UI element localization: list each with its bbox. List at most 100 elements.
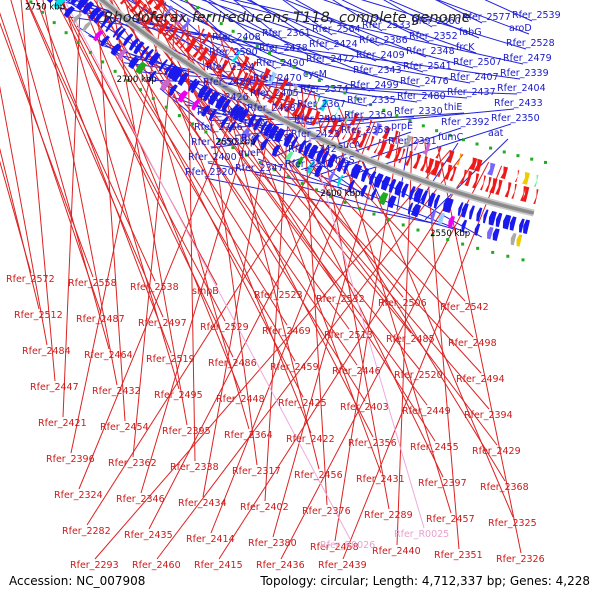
gene-feature xyxy=(303,91,312,103)
gc-tick xyxy=(408,119,412,123)
leader-line xyxy=(254,173,454,230)
gene-feature xyxy=(437,162,445,178)
gene-feature xyxy=(485,176,492,192)
gc-tick xyxy=(356,97,360,101)
gene-feature xyxy=(171,67,184,83)
gene-feature xyxy=(291,101,303,117)
gene-label: Rfer_2368 xyxy=(480,482,529,493)
topology-label: Topology: circular; Length: 4,712,337 bp… xyxy=(259,574,590,588)
gene-feature xyxy=(393,146,402,162)
leader-line xyxy=(53,0,421,88)
gene-feature xyxy=(320,150,330,165)
leader-line xyxy=(200,0,424,73)
gene-label: Rfer_2394 xyxy=(464,410,513,421)
gene-label: Rfer_2404 xyxy=(497,83,546,94)
gene-feature xyxy=(105,20,116,33)
leader-line xyxy=(153,0,436,442)
gene-feature xyxy=(313,95,321,108)
gene-label: Rfer_2456 xyxy=(294,470,343,481)
gc-tick xyxy=(435,129,439,133)
gene-label: Rfer_2317 xyxy=(232,466,281,477)
leader-line xyxy=(154,0,324,81)
gc-tick xyxy=(343,91,347,95)
gene-feature xyxy=(492,228,500,242)
gene-label: Rfer_2459 xyxy=(270,362,319,373)
gene-feature xyxy=(135,61,147,75)
gene-label: Rfer_2432 xyxy=(92,386,141,397)
gene-label: Rfer_2437 xyxy=(447,87,496,98)
gene-label: Rfer_2433 xyxy=(494,98,543,109)
gene-feature xyxy=(377,140,388,156)
gene-feature xyxy=(350,163,359,178)
scale-label: 2550 kbp xyxy=(430,229,470,239)
gene-feature xyxy=(201,31,212,44)
gene-label: sucA xyxy=(338,140,361,151)
gene-label: Rfer_2320 xyxy=(185,167,234,178)
gc-tick xyxy=(255,44,259,48)
gene-feature xyxy=(231,50,241,63)
gene-labels: Rfer_2408 Rfer_2361 Rfer_2564 Rfer_2533 Rfer… xyxy=(6,10,561,571)
gc-tick xyxy=(113,69,117,73)
gene-feature xyxy=(384,143,395,159)
leader-line xyxy=(86,110,351,526)
gene-label: Rfer_2500 xyxy=(209,47,258,58)
gene-label: Rfer_2449 xyxy=(402,406,451,417)
gc-tick xyxy=(267,51,271,55)
forward-strand-track xyxy=(67,0,530,235)
leader-line xyxy=(218,158,477,560)
gene-label: Rfer_2447 xyxy=(30,382,79,393)
leader-line xyxy=(257,158,356,195)
leader-line xyxy=(204,177,440,225)
gene-feature xyxy=(112,25,123,38)
gene-feature xyxy=(368,171,377,186)
gene-feature xyxy=(296,103,307,119)
gc-tick xyxy=(491,250,495,254)
leader-line xyxy=(198,25,258,466)
gc-tick xyxy=(476,246,480,250)
gene-label: Rfer_2421 xyxy=(38,418,87,429)
gene-feature xyxy=(514,170,520,183)
gc-tick xyxy=(40,10,44,14)
leader-line xyxy=(135,0,312,434)
gene-feature xyxy=(76,0,89,11)
gene-label: Rfer_2458 xyxy=(310,542,359,553)
gene-feature xyxy=(504,182,512,198)
gene-feature xyxy=(337,175,344,187)
gene-feature xyxy=(82,21,92,33)
gene-feature xyxy=(232,105,245,121)
gene-label: Rfer_2541 xyxy=(403,61,452,72)
leader-line xyxy=(140,67,268,494)
gene-feature xyxy=(184,38,197,54)
gene-label: Rfer_2422 xyxy=(286,434,335,445)
gc-ticks xyxy=(29,0,547,262)
gene-feature xyxy=(510,232,517,246)
gene-label: Rfer_2392 xyxy=(441,117,490,128)
gene-label: Rfer_2289 xyxy=(364,510,413,521)
gc-tick xyxy=(64,31,68,35)
gene-label: Rfer_2360 xyxy=(412,16,461,27)
leader-line xyxy=(284,0,427,58)
gc-tick xyxy=(446,238,450,242)
gene-feature xyxy=(509,216,517,231)
leader-line xyxy=(126,0,428,406)
gene-feature xyxy=(247,113,257,128)
gene-feature xyxy=(202,87,214,102)
gene-feature xyxy=(296,156,304,169)
gene-label: Rfer_2528 xyxy=(506,38,555,49)
gene-feature xyxy=(533,189,539,205)
gene-feature xyxy=(151,15,163,30)
gene-feature xyxy=(298,140,307,154)
gene-feature xyxy=(260,67,271,81)
gene-feature xyxy=(433,194,441,209)
gc-tick xyxy=(343,200,347,204)
gene-label: Rfer_2391 xyxy=(388,136,437,147)
gene-feature xyxy=(135,3,148,18)
gene-feature xyxy=(487,162,496,176)
gene-label: cysM xyxy=(303,69,327,80)
gene-label: Rfer_2326 xyxy=(496,554,545,565)
gene-label: Rfer_2358 xyxy=(341,125,390,136)
leader-line xyxy=(137,0,490,410)
gc-tick xyxy=(461,242,465,246)
gene-label: Rfer_2407 xyxy=(450,72,499,83)
gene-label: Rfer_2507 xyxy=(453,57,502,68)
